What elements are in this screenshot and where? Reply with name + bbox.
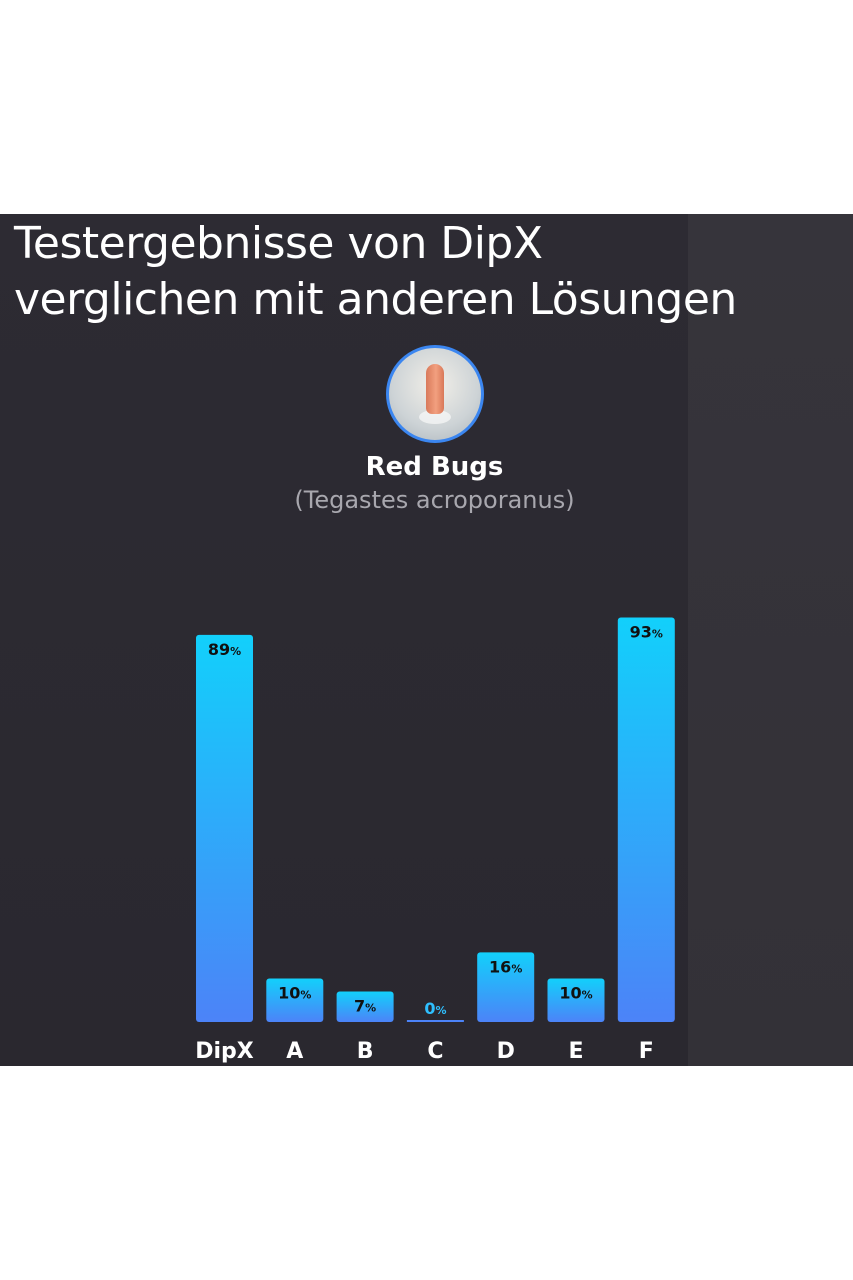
category-label-c: C bbox=[427, 1039, 443, 1064]
value-label-f: 93% bbox=[630, 622, 663, 641]
value-label-d: 16% bbox=[489, 957, 522, 976]
bar-c bbox=[406, 1020, 464, 1022]
chart-panel: Testergebnisse von DipX verglichen mit a… bbox=[0, 214, 853, 1066]
value-label-e: 10% bbox=[559, 984, 592, 1003]
category-label-b: B bbox=[357, 1039, 374, 1064]
category-labels-group: DipX A B C D E F bbox=[195, 1039, 654, 1064]
value-label-a: 10% bbox=[278, 984, 311, 1003]
category-label-d: D bbox=[497, 1039, 515, 1064]
bar-f bbox=[617, 617, 675, 1022]
heading-line-1: Testergebnisse von DipX bbox=[14, 218, 543, 269]
value-label-dipx: 89% bbox=[208, 640, 241, 659]
panel-right-shade bbox=[688, 214, 853, 1066]
bar-e bbox=[547, 978, 605, 1022]
heading-line-2: verglichen mit anderen Lösungen bbox=[14, 274, 737, 325]
red-bug-photo-icon bbox=[386, 345, 484, 443]
bar-dipx bbox=[196, 634, 253, 1022]
bar-b bbox=[336, 991, 394, 1022]
category-label-e: E bbox=[568, 1039, 583, 1064]
subject-species: (Tegastes acroporanus) bbox=[294, 486, 575, 514]
value-label-b: 7% bbox=[354, 997, 376, 1016]
category-label-dipx: DipX bbox=[195, 1039, 254, 1064]
bar-chart: 89% 10% 7% 0% 16% 10% 93% DipX A B C D E F bbox=[195, 617, 675, 1064]
subject-name: Red Bugs bbox=[365, 452, 504, 482]
bars-group: 89% 10% 7% 0% 16% 10% 93% bbox=[196, 617, 675, 1022]
category-label-a: A bbox=[286, 1039, 303, 1064]
category-label-f: F bbox=[639, 1039, 654, 1064]
bar-d bbox=[477, 952, 535, 1022]
bar-a bbox=[266, 978, 324, 1022]
bug-body bbox=[426, 364, 444, 414]
value-label-c: 0% bbox=[424, 999, 446, 1018]
bug-shadow bbox=[419, 410, 451, 424]
page-heading: Testergebnisse von DipX verglichen mit a… bbox=[14, 216, 849, 328]
